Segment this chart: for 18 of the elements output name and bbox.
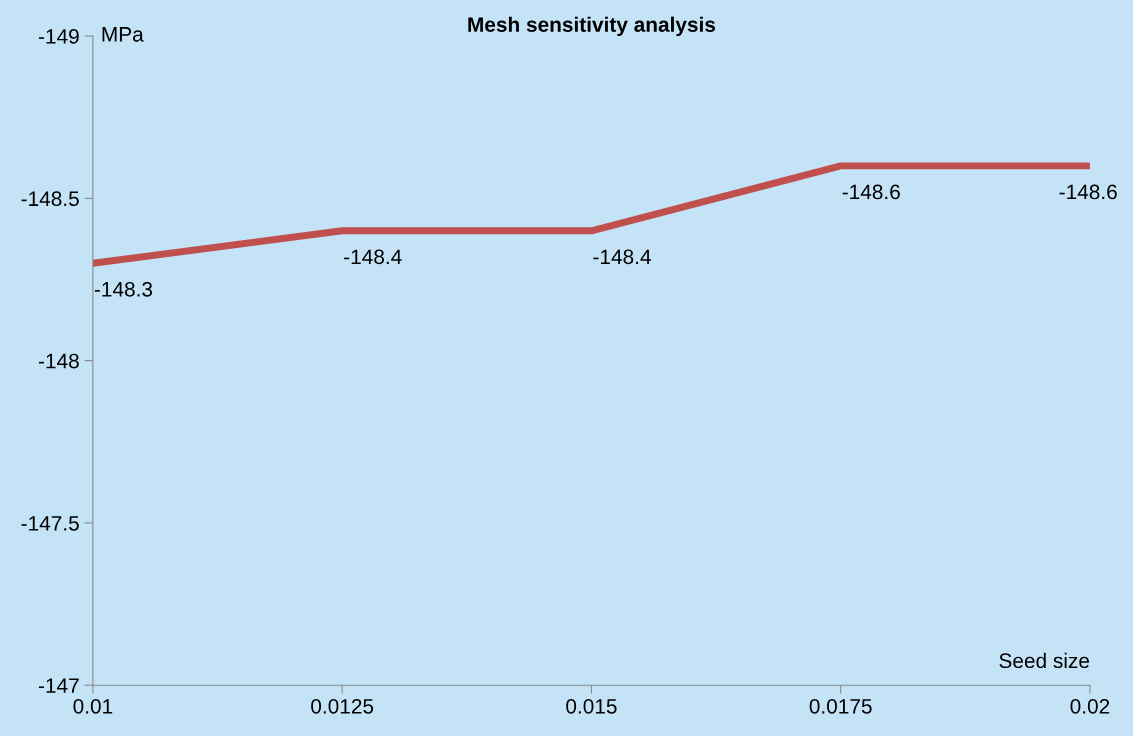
chart-title: Mesh sensitivity analysis [468,16,716,37]
x-tick-label: 0.0125 [311,698,374,714]
data-label: -148.6 [1059,184,1117,200]
y-tick-label: -147.5 [21,516,79,531]
data-label: -148.3 [94,281,153,297]
x-tick-label: 0.015 [566,698,617,714]
x-axis-title: Seed size [999,652,1090,669]
y-tick-label: -148.5 [21,191,79,207]
x-tick-label: 0.02 [1070,698,1110,714]
data-label: -148.6 [842,184,900,200]
y-tick-label: -148 [38,353,79,369]
data-label: -148.4 [344,249,402,265]
y-tick-label: -149 [38,29,79,44]
y-tick-label: -147 [38,678,79,693]
x-tick-label: 0.01 [73,698,113,714]
x-tick-label: 0.0175 [809,698,872,714]
y-axis-title: MPa [102,27,144,42]
data-label: -148.4 [593,249,651,265]
